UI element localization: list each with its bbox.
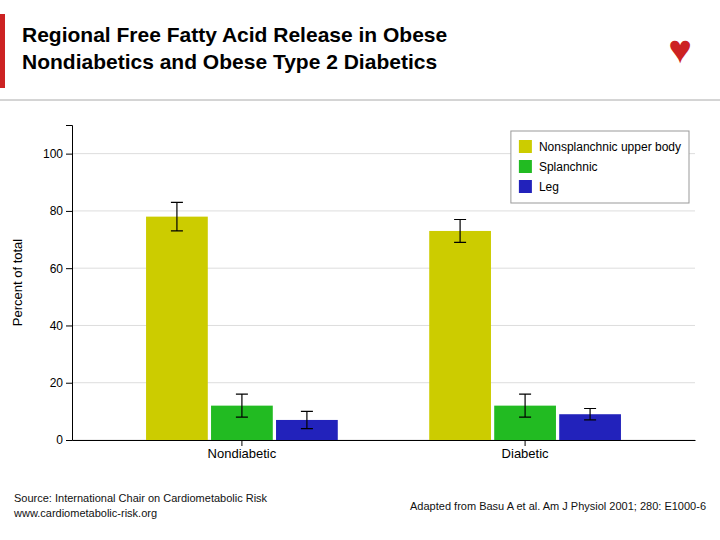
y-tick: 40	[50, 319, 72, 333]
legend-item: Nonsplanchnic upper body	[519, 140, 681, 154]
bar	[146, 217, 208, 440]
y-tick-mark	[66, 268, 72, 269]
y-tick: 0	[56, 433, 72, 447]
series	[146, 202, 491, 440]
legend-label: Leg	[539, 180, 559, 194]
grid-line	[72, 210, 695, 211]
y-tick: 80	[50, 204, 72, 218]
y-tick-mark	[66, 211, 72, 212]
error-bar	[236, 394, 248, 417]
legend-swatch	[519, 140, 532, 153]
y-tick-label: 20	[50, 376, 64, 390]
y-tick-label: 60	[50, 262, 64, 276]
adapted-note: Adapted from Basu A et al. Am J Physiol …	[410, 500, 706, 512]
error-bar	[584, 409, 596, 420]
error-bar	[301, 411, 313, 428]
y-tick-mark	[66, 440, 72, 441]
x-tick-label: Diabetic	[502, 446, 549, 461]
x-tick: Diabetic	[502, 440, 549, 461]
y-tick: 60	[50, 262, 72, 276]
x-axis: Nondiabetic Diabetic	[73, 440, 696, 461]
legend: Nonsplanchnic upper body Splanchnic Leg	[511, 131, 689, 203]
plot: 0 20 40 60 80 100 Nondiabetic Diabetic Percent o…	[10, 126, 696, 462]
x-tick-mark	[525, 440, 526, 446]
legend-label: Splanchnic	[539, 160, 598, 174]
heart-symbol: ♥	[668, 27, 692, 71]
x-tick-label: Nondiabetic	[208, 446, 277, 461]
title: Regional Free Fatty Acid Release in Obes…	[22, 23, 447, 73]
source-note: Source: International Chair on Cardiomet…	[13, 492, 268, 519]
y-axis-title: Percent of total	[10, 239, 25, 327]
legend-label: Nonsplanchnic upper body	[539, 140, 681, 154]
y-axis-line	[66, 126, 73, 441]
error-bar	[454, 220, 466, 243]
x-tick: Nondiabetic	[208, 440, 277, 461]
error-bar	[171, 202, 183, 231]
marks	[146, 202, 621, 440]
y-tick: 20	[50, 376, 72, 390]
header-separator	[0, 100, 720, 101]
x-axis-line	[73, 440, 696, 441]
legend-item: Splanchnic	[519, 160, 598, 174]
y-tick-mark	[66, 325, 72, 326]
x-tick-mark	[241, 440, 242, 446]
y-tick-label: 80	[50, 204, 64, 218]
legend-item: Leg	[519, 180, 559, 194]
y-tick: 100	[43, 147, 72, 161]
y-tick-label: 40	[50, 319, 64, 333]
title-stripe	[0, 14, 5, 88]
legend-swatch	[519, 180, 532, 193]
legend-swatch	[519, 160, 532, 173]
series	[211, 394, 556, 440]
y-tick-mark	[66, 154, 72, 155]
error-bar	[519, 394, 531, 417]
chart: Regional Free Fatty Acid Release in Obes…	[0, 0, 720, 540]
y-tick-label: 100	[43, 147, 63, 161]
bar	[429, 231, 491, 440]
legend-frame	[511, 131, 689, 203]
series	[276, 409, 621, 441]
y-tick-mark	[66, 383, 72, 384]
y-tick-label: 0	[56, 433, 63, 447]
y-axis: 0 20 40 60 80 100	[43, 126, 73, 448]
